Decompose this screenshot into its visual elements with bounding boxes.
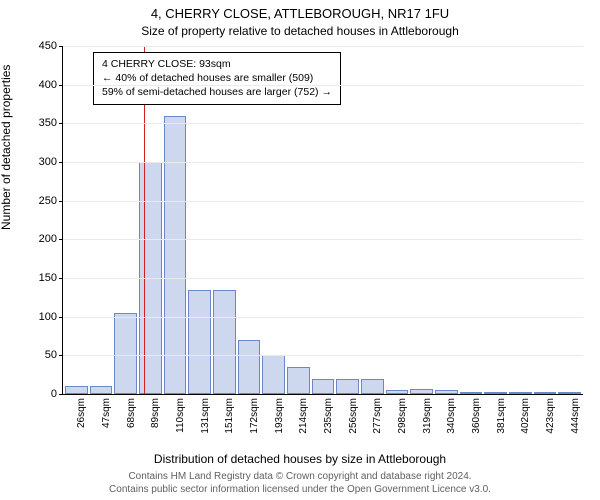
x-tick: 319sqm [410,394,433,444]
x-tick-label: 193sqm [274,398,285,434]
annotation-box: 4 CHERRY CLOSE: 93sqm← 40% of detached h… [93,52,341,105]
histogram-bar [164,116,187,394]
x-tick: 68sqm [114,394,137,444]
x-tick-label: 68sqm [126,398,137,428]
x-ticks-group: 26sqm 47sqm 68sqm 89sqm 110sqm 131sqm 151sqm 17… [63,394,583,444]
x-tick: 110sqm [164,394,187,444]
x-tick-label: 110sqm [175,398,186,433]
histogram-bar [213,290,236,394]
x-tick-label: 381sqm [496,398,507,434]
x-tick-label: 235sqm [323,398,334,434]
annotation-line: ← 40% of detached houses are smaller (50… [102,71,332,85]
histogram-bar [361,379,384,394]
x-tick-label: 89sqm [150,398,161,428]
footer-line-1: Contains HM Land Registry data © Crown c… [0,471,600,484]
y-tick-label: 150 [39,272,63,284]
x-tick-label: 423sqm [545,398,556,434]
x-tick: 360sqm [460,394,483,444]
y-tick-label: 100 [39,311,63,323]
x-tick-label: 319sqm [422,398,433,434]
y-tick-label: 300 [39,156,63,168]
x-tick-label: 151sqm [224,398,235,434]
chart-subtitle: Size of property relative to detached ho… [0,24,600,38]
x-tick-label: 172sqm [249,398,260,434]
x-tick-label: 131sqm [200,398,211,434]
x-tick: 47sqm [90,394,113,444]
x-tick: 26sqm [65,394,88,444]
histogram-bar [90,386,113,394]
histogram-bar [262,355,285,394]
x-tick: 402sqm [509,394,532,444]
x-tick-label: 277sqm [372,398,383,434]
y-tick-label: 400 [39,79,63,91]
x-axis-label: Distribution of detached houses by size … [0,452,600,466]
x-tick: 235sqm [312,394,335,444]
x-tick-label: 340sqm [446,398,457,434]
x-tick: 423sqm [534,394,557,444]
x-tick: 298sqm [386,394,409,444]
histogram-bar [114,313,137,394]
x-tick: 340sqm [435,394,458,444]
y-tick-label: 200 [39,233,63,245]
x-tick: 381sqm [484,394,507,444]
y-tick-label: 0 [51,388,63,400]
histogram-bar [188,290,211,394]
x-tick: 89sqm [139,394,162,444]
x-tick-label: 47sqm [101,398,112,428]
x-tick: 277sqm [361,394,384,444]
annotation-line: 4 CHERRY CLOSE: 93sqm [102,57,332,71]
x-tick-label: 298sqm [397,398,408,434]
gridline [63,201,583,202]
x-tick-label: 402sqm [520,398,531,434]
annotation-line: 59% of semi-detached houses are larger (… [102,85,332,99]
x-tick-label: 444sqm [570,398,581,434]
gridline [63,123,583,124]
plot-area: 26sqm47sqm68sqm89sqm110sqm131sqm151sqm17… [62,46,583,395]
y-tick-label: 50 [45,349,63,361]
histogram-bar [238,340,261,394]
x-tick: 256sqm [336,394,359,444]
x-tick-label: 26sqm [76,398,87,428]
x-tick-label: 256sqm [348,398,359,434]
gridline [63,162,583,163]
gridline [63,46,583,47]
histogram-bar [287,367,310,394]
chart-container: 4, CHERRY CLOSE, ATTLEBOROUGH, NR17 1FU … [0,0,600,500]
x-tick: 151sqm [213,394,236,444]
gridline [63,355,583,356]
x-tick-label: 214sqm [298,398,309,434]
x-tick: 444sqm [558,394,581,444]
x-tick: 214sqm [287,394,310,444]
gridline [63,239,583,240]
y-tick-label: 450 [39,40,63,52]
histogram-bar [312,379,335,394]
x-tick: 193sqm [262,394,285,444]
y-axis-label: Number of detached properties [0,65,13,230]
chart-title: 4, CHERRY CLOSE, ATTLEBOROUGH, NR17 1FU [0,6,600,21]
y-tick-label: 250 [39,195,63,207]
footer-line-2: Contains public sector information licen… [0,484,600,497]
footer-attribution: Contains HM Land Registry data © Crown c… [0,471,600,496]
histogram-bar [65,386,88,394]
histogram-bar [336,379,359,394]
x-tick: 172sqm [238,394,261,444]
x-tick: 131sqm [188,394,211,444]
y-tick-label: 350 [39,117,63,129]
gridline [63,85,583,86]
x-tick-label: 360sqm [471,398,482,434]
gridline [63,317,583,318]
gridline [63,278,583,279]
